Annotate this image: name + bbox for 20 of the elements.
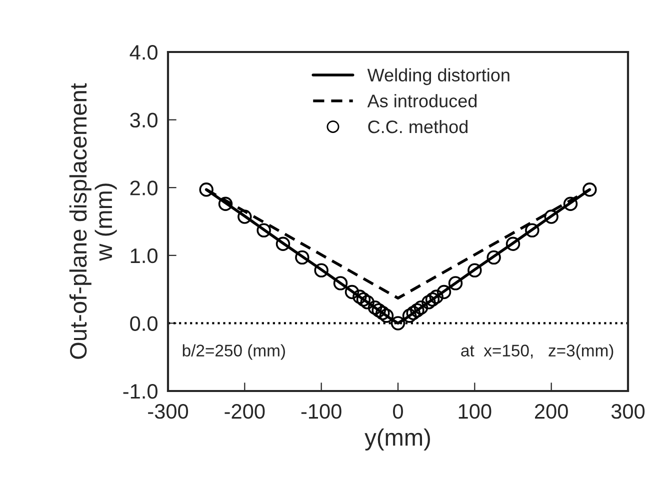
x-tick-label: 0	[393, 404, 403, 419]
x-tick-label: 300	[611, 404, 645, 419]
x-axis-title: y(mm)	[364, 428, 430, 450]
annotation: at x=150, z=3(mm)	[461, 344, 614, 360]
x-tick-label: -100	[301, 404, 342, 419]
y-tick-label: 0.0	[130, 316, 158, 331]
legend-label: C.C. method	[368, 120, 468, 134]
annotation: b/2=250 (mm)	[182, 344, 285, 360]
x-tick-label: 200	[535, 404, 568, 419]
y-axis-title: Out-of-plane displacement w (mm)	[69, 83, 117, 359]
y-tick-label: 1.0	[130, 248, 158, 264]
x-tick-label: -300	[148, 404, 188, 419]
x-tick-label: 100	[458, 404, 492, 419]
x-tick-label: -200	[224, 404, 265, 419]
y-tick-label: -1.0	[123, 384, 158, 399]
y-tick-label: 4.0	[130, 45, 158, 60]
legend-label: As introduced	[367, 94, 477, 108]
y-tick-label: 3.0	[130, 112, 158, 128]
legend-label: Welding distortion	[367, 68, 510, 86]
y-tick-label: 2.0	[130, 180, 158, 196]
